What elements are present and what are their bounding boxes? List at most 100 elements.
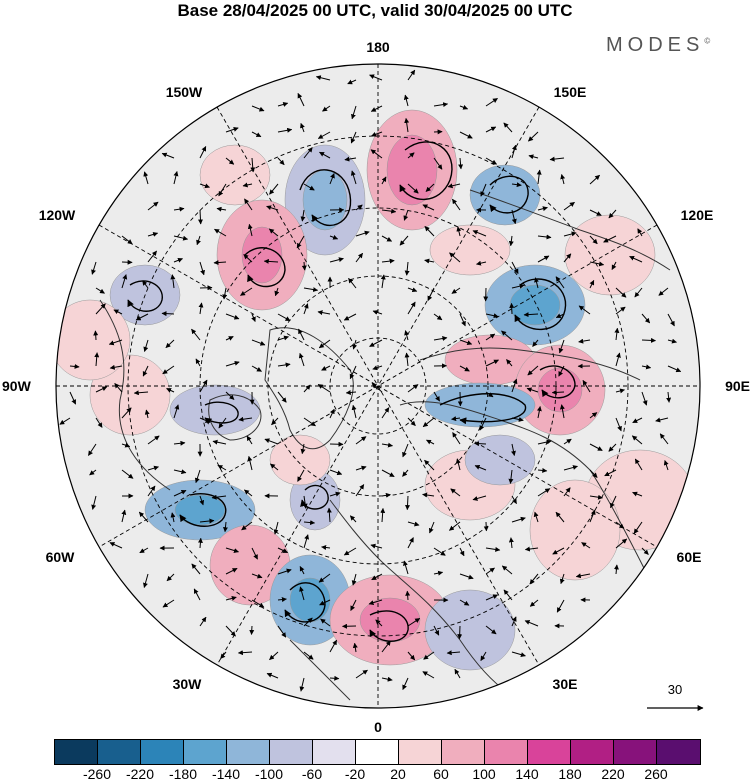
wind-vector-arrow [266,672,279,679]
wind-vector-arrow [195,358,201,367]
wind-vector-arrow [633,521,643,534]
wind-vector-arrow [563,201,575,211]
colorbar-swatch [399,740,442,764]
wind-vector-arrow [69,363,80,369]
wind-vector-arrow [641,313,651,324]
wind-vector-arrow [575,573,591,579]
colorbar-swatch [227,740,270,764]
wind-vector-arrow [555,276,565,289]
wind-vector-arrow [459,131,473,139]
anomaly-contour [199,144,271,206]
wind-vector-arrow [303,147,313,159]
wind-vector-arrow [214,228,227,237]
map-boundary [55,63,701,709]
wind-vector-arrow [351,105,357,120]
wind-vector-arrow [629,255,643,263]
lon-label-120e: 120E [681,207,714,223]
wind-vector-arrow [277,568,292,575]
lon-label-150e: 150E [554,84,587,100]
wind-vector-arrow [170,512,176,523]
wind-vector-arrow [455,458,461,471]
wind-vector-arrow [222,287,228,300]
wind-vector-arrow [143,573,149,588]
wind-vector-arrow [370,149,383,159]
wind-vector-arrow [225,360,240,367]
wind-vector-arrow [222,521,228,533]
wind-vector-arrow [114,383,123,393]
wind-vector-arrow [173,206,185,212]
wind-vector-arrow [511,516,526,523]
wind-vector-arrow [139,547,149,554]
wind-vector-arrow [121,235,133,245]
wind-vector-arrow [563,465,578,471]
wind-vector-arrow [402,469,409,477]
wind-vector-arrow [225,157,235,165]
wind-vector-arrow [191,328,201,341]
wind-vector-arrow [459,573,474,580]
wind-vector-arrow [459,313,466,327]
wind-vector-arrow [407,417,416,426]
wind-vector-arrow [300,443,306,455]
wind-vector-arrow [399,235,409,246]
wind-vector-arrow [329,491,341,497]
wind-vector-arrow [381,176,387,185]
wind-vector-arrow [479,417,487,431]
anomaly-contour [537,367,583,413]
wind-vector-arrow [407,521,420,527]
colorbar-tick-label: -20 [344,766,366,782]
graticule [56,64,700,708]
wind-vector-arrow [422,671,435,679]
wind-vector-arrow [277,335,289,341]
wind-vector-arrow [225,336,234,341]
wind-vector-arrow [450,488,461,497]
wind-vector-arrow [402,677,409,691]
wind-vector-arrow [589,209,602,216]
anomaly-contour [56,299,131,381]
wind-vector-arrow [355,252,363,263]
wind-vector-arrow [109,364,123,370]
wind-vector-arrow [93,330,99,341]
wind-vector-arrow [433,102,449,108]
wind-vector-arrow [655,417,669,423]
wind-vector-arrow [506,359,513,367]
wind-vector-arrow [511,144,517,159]
wind-vector-arrow [147,485,156,497]
wind-vector-arrow [95,287,105,294]
wind-vector-arrow [563,231,577,237]
wind-vector-arrow [405,495,411,511]
wind-vector-arrow [343,313,357,321]
wind-vector-arrow [485,313,499,319]
wind-vector-arrow [407,287,418,293]
wind-vector-arrow [637,228,643,237]
wind-vector-arrow [454,668,461,679]
wind-vector-arrow [423,651,435,660]
anomaly-contour [89,354,171,436]
wind-vector-arrow [459,104,469,110]
wind-vector-arrow [555,313,565,319]
wind-vector-arrow [371,131,383,137]
wind-vector-arrow [632,491,643,497]
wind-vector-arrow [458,157,464,170]
wind-vector-arrow [166,388,175,393]
wind-vector-arrow [563,487,571,497]
wind-vector-arrow [631,435,643,445]
wind-vector-arrow [270,463,279,471]
wind-vector-arrow [511,283,525,289]
wind-vector-arrow [641,337,656,343]
wind-vector-arrow [589,443,603,451]
wind-vector-arrow [173,235,189,241]
wind-vector-arrow [509,302,515,315]
wind-vector-arrow [329,408,335,419]
wind-vector-arrow [303,534,310,549]
wind-vector-arrow [528,154,539,160]
colorbar-swatch [442,740,485,764]
wind-vector-arrow [511,443,516,456]
wind-vector-arrow [352,642,358,653]
wind-vector-arrow [322,105,331,112]
wind-vector-arrow [559,573,565,585]
wind-vector-arrow [446,650,461,656]
wind-vector-arrow [121,407,132,419]
wind-vector-arrow [485,359,499,367]
wind-vector-arrow [194,469,201,484]
wind-vector-arrow [424,226,435,237]
